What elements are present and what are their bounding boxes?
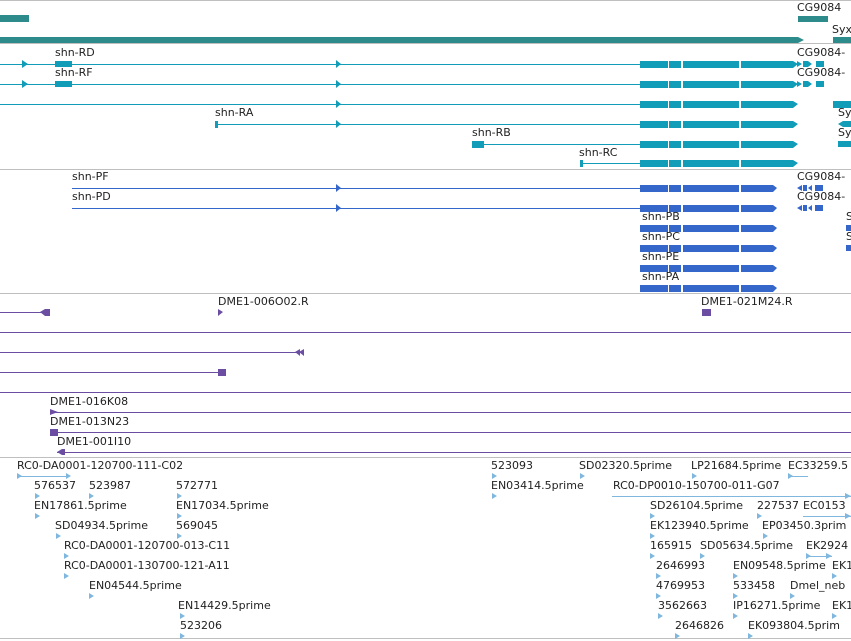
- protein-label-shn-pd[interactable]: shn-PD: [72, 190, 111, 203]
- est-label[interactable]: SD05634.5prime: [700, 539, 793, 552]
- est-label[interactable]: Dmel_neb: [790, 579, 846, 592]
- est-label[interactable]: EN09548.5prime: [733, 559, 826, 572]
- oligo-label-3[interactable]: DME1-016K08: [50, 395, 129, 408]
- mrna-label-shn-rb[interactable]: shn-RB: [472, 126, 511, 139]
- gene-label-cg9084[interactable]: CG9084: [797, 1, 842, 14]
- protein-label-shn-pc[interactable]: shn-PC: [642, 230, 680, 243]
- gene-shn[interactable]: [0, 37, 798, 43]
- protein-label-cg9084-1[interactable]: CG9084-: [797, 170, 846, 183]
- est-label[interactable]: 2646826: [675, 619, 724, 632]
- mrna-label-shn-ra[interactable]: shn-RA: [215, 106, 254, 119]
- est-label[interactable]: EK2924: [806, 539, 849, 552]
- mrna-label-syx-1[interactable]: Sy: [838, 106, 851, 119]
- est-label[interactable]: EN04544.5prime: [89, 579, 182, 592]
- protein-label-shn-pb[interactable]: shn-PB: [642, 210, 680, 223]
- est-label[interactable]: SD02320.5prime: [579, 459, 672, 472]
- est-label[interactable]: 165915: [650, 539, 692, 552]
- mrna-label-shn-rd[interactable]: shn-RD: [55, 46, 95, 59]
- est-label[interactable]: LP21684.5prime: [691, 459, 782, 472]
- est-label[interactable]: IP16271.5prime: [733, 599, 821, 612]
- est-label[interactable]: 572771: [176, 479, 218, 492]
- mrna-label-shn-rc[interactable]: shn-RC: [579, 146, 618, 159]
- gene-cg9084[interactable]: [798, 16, 828, 22]
- mrna-label-shn-rf[interactable]: shn-RF: [55, 66, 93, 79]
- mrna-label-cg9084-2[interactable]: CG9084-: [797, 66, 846, 79]
- est-label[interactable]: 523206: [180, 619, 222, 632]
- est-label[interactable]: EK093804.5prim: [748, 619, 840, 632]
- est-label[interactable]: EN17861.5prime: [34, 499, 127, 512]
- est-label[interactable]: EC33259.5: [788, 459, 849, 472]
- protein-label-cg9084-2[interactable]: CG9084-: [797, 190, 846, 203]
- est-label[interactable]: EN14429.5prime: [178, 599, 271, 612]
- oligo-label-4[interactable]: DME1-013N23: [50, 415, 130, 428]
- mrna-label-syx-2[interactable]: Sy: [838, 126, 851, 139]
- mrna-label-cg9084-1[interactable]: CG9084-: [797, 46, 846, 59]
- est-label[interactable]: 2646993: [656, 559, 705, 572]
- est-label[interactable]: RC0-DA0001-120700-111-C02: [17, 459, 184, 472]
- gene-feature-left[interactable]: [0, 15, 29, 22]
- protein-label-s-1[interactable]: S: [846, 210, 851, 223]
- gene-label-syx[interactable]: Syx: [832, 23, 851, 36]
- oligo-label-1[interactable]: DME1-006O02.R: [218, 295, 309, 308]
- est-label[interactable]: RC0-DA0001-120700-013-C11: [64, 539, 231, 552]
- oligo-label-5[interactable]: DME1-001I10: [57, 435, 132, 448]
- est-label[interactable]: EK1: [832, 559, 851, 572]
- protein-label-shn-pf[interactable]: shn-PF: [72, 170, 109, 183]
- est-label[interactable]: EC0153: [803, 499, 846, 512]
- est-label[interactable]: 4769953: [656, 579, 705, 592]
- protein-label-shn-pe[interactable]: shn-PE: [642, 250, 680, 263]
- est-label[interactable]: EN03414.5prime: [491, 479, 584, 492]
- est-label[interactable]: RC0-DA0001-130700-121-A11: [64, 559, 230, 572]
- est-label[interactable]: EK123940.5prime: [650, 519, 749, 532]
- gene-syx[interactable]: [833, 37, 851, 43]
- protein-label-shn-pa[interactable]: shn-PA: [642, 270, 680, 283]
- est-label[interactable]: 3562663: [658, 599, 707, 612]
- est-label[interactable]: 523093: [491, 459, 533, 472]
- est-label[interactable]: SD04934.5prime: [55, 519, 148, 532]
- est-label[interactable]: 569045: [176, 519, 218, 532]
- est-label[interactable]: RC0-DP0010-150700-011-G07: [613, 479, 780, 492]
- est-label[interactable]: SD26104.5prime: [650, 499, 743, 512]
- est-label[interactable]: 576537: [34, 479, 76, 492]
- est-label[interactable]: EN17034.5prime: [176, 499, 269, 512]
- est-label[interactable]: EP03450.3prim: [762, 519, 847, 532]
- est-label[interactable]: 227537: [757, 499, 799, 512]
- protein-label-s-2[interactable]: S: [846, 230, 851, 243]
- est-label[interactable]: EK1: [832, 599, 851, 612]
- oligo-label-2[interactable]: DME1-021M24.R: [701, 295, 793, 308]
- est-label[interactable]: 533458: [733, 579, 775, 592]
- est-label[interactable]: 523987: [89, 479, 131, 492]
